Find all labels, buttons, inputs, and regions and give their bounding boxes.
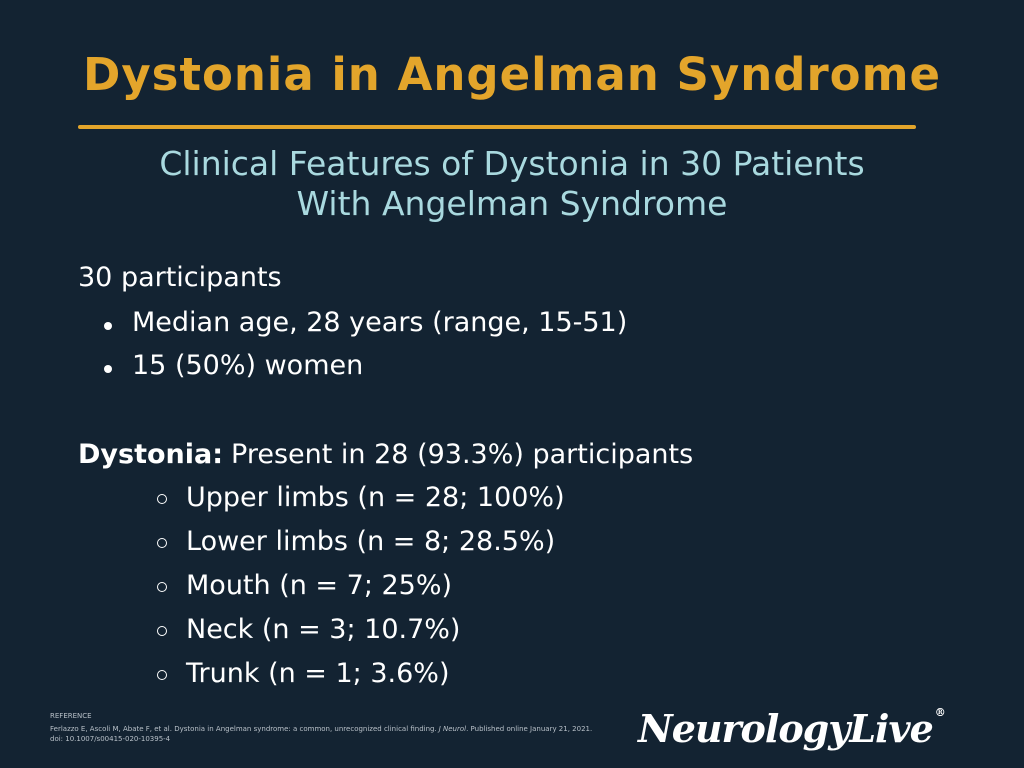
- bullet: [157, 494, 167, 504]
- label: Dystonia:: [78, 439, 224, 470]
- bullet: [157, 538, 167, 548]
- citation: Ferlazzo E, Ascoli M, Abate F, et al. Dy…: [50, 725, 592, 733]
- list-item: Trunk (n = 1; 3.6%): [186, 658, 450, 689]
- reference-label: REFERENCE: [50, 712, 92, 720]
- subtitle: With Angelman Syndrome: [296, 184, 728, 223]
- bullet: [104, 365, 112, 373]
- text: Present in 28 (93.3%) participants: [231, 439, 694, 470]
- bullet: [157, 582, 167, 592]
- citation-text: Ferlazzo E, Ascoli M, Abate F, et al. Dy…: [50, 725, 437, 733]
- bullet: [104, 322, 112, 330]
- heading: 30 participants: [78, 262, 282, 293]
- doi: doi: 10.1007/s00415-020-10395-4: [50, 735, 171, 743]
- logo: NeurologyLive ®: [638, 706, 946, 751]
- list-item: Median age, 28 years (range, 15-51): [132, 307, 628, 338]
- subtitle: Clinical Features of Dystonia in 30 Pati…: [159, 144, 865, 183]
- logo-text: NeurologyLive: [638, 706, 934, 751]
- list-item: 15 (50%) women: [132, 350, 364, 381]
- list-item: Neck (n = 3; 10.7%): [186, 614, 461, 645]
- list-item: Upper limbs (n = 28; 100%): [186, 482, 565, 513]
- logo-mark: ®: [934, 706, 946, 719]
- citation-text: . Published online January 21, 2021.: [466, 725, 593, 733]
- list-item: Lower limbs (n = 8; 28.5%): [186, 526, 556, 557]
- bullet: [157, 626, 167, 636]
- bullet: [157, 670, 167, 680]
- title: Dystonia in Angelman Syndrome: [82, 48, 941, 101]
- list-item: Mouth (n = 7; 25%): [186, 570, 453, 601]
- dystonia-line: Dystonia: Present in 28 (93.3%) participa…: [78, 439, 693, 470]
- divider: [78, 125, 916, 129]
- journal: J Neurol: [438, 725, 467, 733]
